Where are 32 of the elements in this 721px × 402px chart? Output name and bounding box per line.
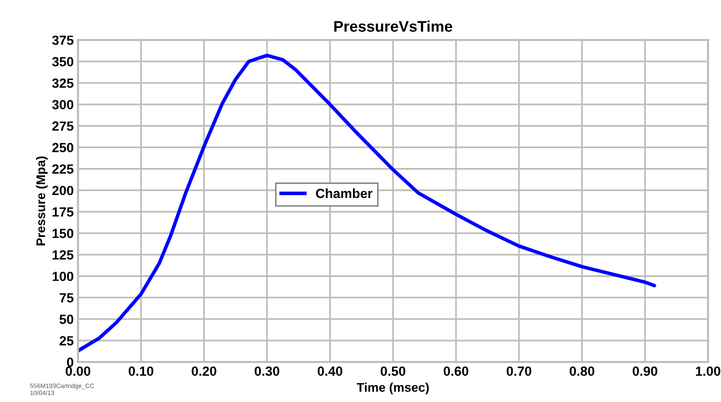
y-tick-label: 50 [60,314,74,324]
x-tick-label: 0.40 [318,366,342,376]
x-tick-label: 0.90 [632,366,658,376]
y-tick-label: 300 [52,100,74,110]
chart-title: PressureVsTime [334,20,452,32]
y-tick-label: 275 [52,121,74,131]
y-tick-label: 25 [60,336,74,346]
x-tick-label: 0.50 [380,366,406,376]
x-tick-label: 0.30 [254,366,280,376]
y-tick-label: 75 [60,293,74,303]
y-tick-label: 100 [52,272,74,282]
x-tick-label: 0.00 [66,366,90,376]
x-tick-label: 0.70 [506,366,532,376]
x-tick-label: 0.20 [192,366,216,376]
legend-label: Chamber [316,188,372,198]
y-tick-label: 0 [67,358,74,367]
x-tick-label: 0.10 [128,366,154,376]
y-tick-label: 175 [52,207,74,217]
y-tick-label: 125 [52,250,74,260]
y-tick-label: 325 [52,78,74,88]
y-tick-label: 350 [52,57,74,66]
y-tick-label: 150 [52,228,74,238]
x-axis-title: Time (msec) [356,382,429,394]
line-series [78,54,656,353]
y-tick-label: 250 [52,142,74,152]
y-tick-label: 375 [52,36,74,45]
x-tick-label: 0.60 [444,366,468,376]
x-tick-label: 1.00 [696,366,720,376]
y-tick-label: 225 [52,164,74,174]
y-tick-label: 200 [52,186,74,196]
x-tick-label: 0.80 [570,366,594,376]
y-axis-title: Pressure (Mpa) [36,156,48,246]
